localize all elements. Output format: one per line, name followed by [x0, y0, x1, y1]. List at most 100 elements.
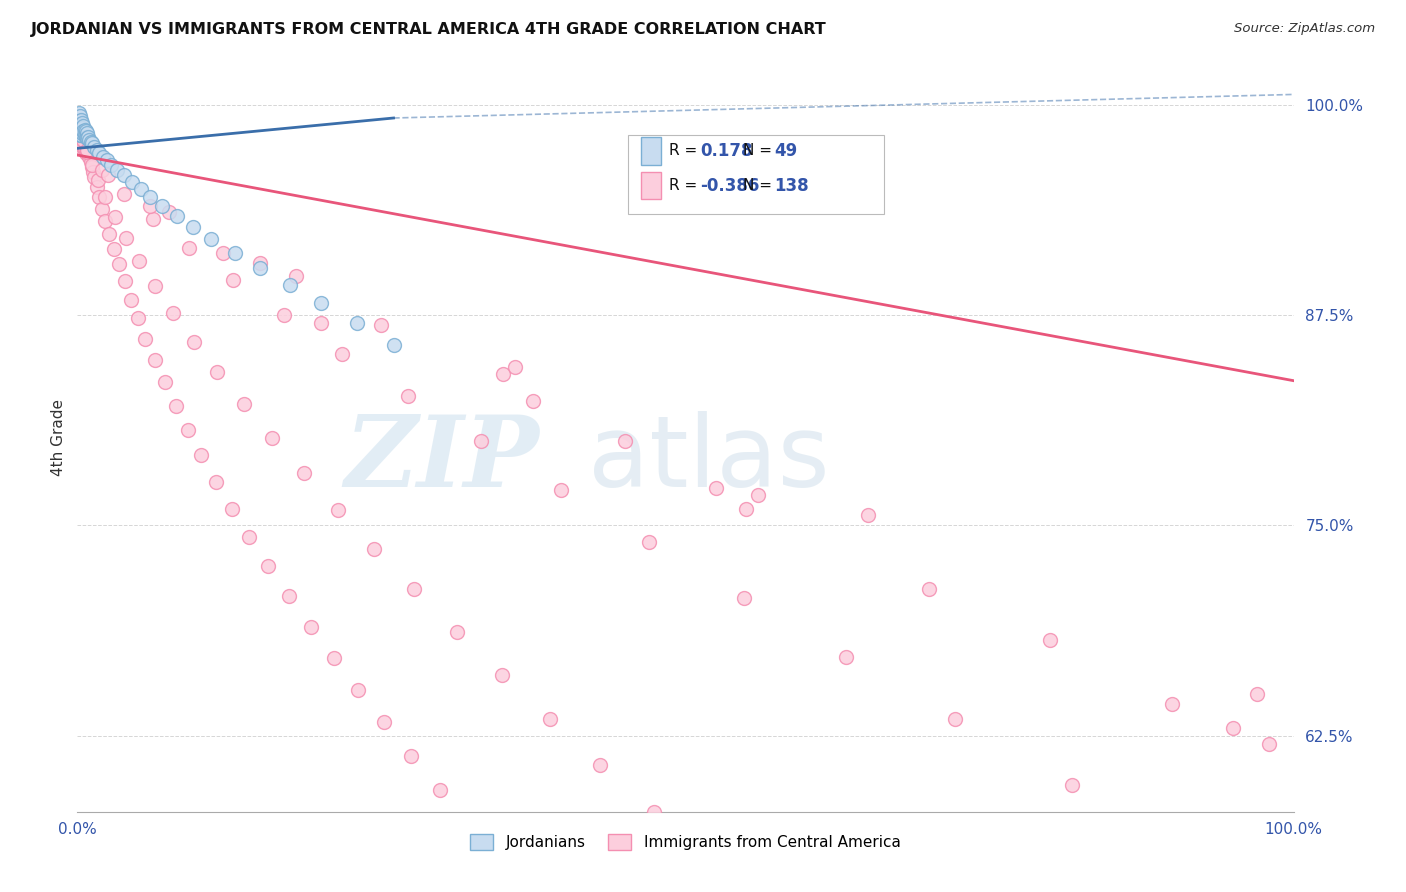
- Point: [76, 141, 98, 155]
- Point: [72, 120, 94, 134]
- Point: [346, 317, 368, 331]
- Point: [224, 245, 246, 260]
- Point: [80, 154, 103, 169]
- Point: [292, 467, 315, 481]
- Point: [613, 434, 636, 449]
- Point: [1222, 721, 1244, 735]
- Point: [70, 126, 93, 140]
- Point: [73, 143, 96, 157]
- Point: [127, 311, 149, 326]
- Text: atlas: atlas: [588, 411, 830, 508]
- Point: [72, 133, 94, 147]
- Point: [75, 146, 97, 161]
- Point: [233, 397, 256, 411]
- Point: [142, 212, 165, 227]
- Y-axis label: 4th Grade: 4th Grade: [51, 399, 66, 475]
- Point: [238, 530, 260, 544]
- Point: [257, 558, 280, 573]
- Point: [249, 256, 271, 270]
- Point: [97, 227, 120, 242]
- Text: ZIP: ZIP: [344, 411, 540, 508]
- Point: [112, 186, 135, 201]
- Point: [309, 317, 332, 331]
- Point: [212, 245, 235, 260]
- Point: [70, 116, 93, 130]
- Point: [67, 114, 90, 128]
- Point: [103, 243, 125, 257]
- Point: [299, 619, 322, 633]
- Point: [503, 360, 526, 375]
- Point: [94, 190, 117, 204]
- Point: [249, 260, 271, 275]
- Point: [76, 126, 98, 140]
- Point: [70, 112, 93, 127]
- Text: Source: ZipAtlas.com: Source: ZipAtlas.com: [1234, 22, 1375, 36]
- Point: [94, 213, 117, 227]
- Point: [70, 121, 93, 136]
- Point: [699, 854, 721, 868]
- Point: [323, 651, 346, 665]
- Point: [492, 854, 515, 868]
- Point: [73, 128, 96, 142]
- Point: [382, 338, 405, 352]
- Point: [80, 136, 103, 151]
- Point: [115, 230, 138, 244]
- Point: [589, 757, 612, 772]
- Point: [67, 118, 90, 132]
- Point: [107, 258, 129, 272]
- Text: -0.386: -0.386: [700, 177, 759, 194]
- Point: [80, 158, 103, 172]
- Point: [285, 269, 308, 284]
- Text: 0.178: 0.178: [700, 142, 752, 160]
- Point: [76, 131, 98, 145]
- Point: [183, 334, 205, 349]
- Point: [332, 347, 354, 361]
- Point: [67, 118, 90, 132]
- Point: [139, 190, 162, 204]
- Point: [96, 153, 118, 167]
- Point: [491, 668, 513, 682]
- Point: [166, 209, 188, 223]
- Point: [120, 293, 142, 307]
- Point: [69, 109, 91, 123]
- Point: [162, 306, 184, 320]
- Point: [69, 128, 91, 142]
- Point: [73, 135, 96, 149]
- Point: [72, 124, 94, 138]
- Point: [363, 542, 385, 557]
- Point: [458, 818, 481, 832]
- Point: [129, 182, 152, 196]
- Point: [177, 423, 200, 437]
- Point: [856, 508, 879, 523]
- Point: [70, 136, 93, 151]
- Point: [153, 376, 176, 390]
- Point: [69, 121, 91, 136]
- Point: [278, 277, 301, 292]
- Point: [735, 501, 758, 516]
- Text: JORDANIAN VS IMMIGRANTS FROM CENTRAL AMERICA 4TH GRADE CORRELATION CHART: JORDANIAN VS IMMIGRANTS FROM CENTRAL AME…: [31, 22, 827, 37]
- Point: [80, 135, 103, 149]
- Point: [205, 365, 228, 379]
- Text: R =: R =: [669, 144, 703, 158]
- Point: [69, 137, 91, 152]
- Point: [83, 169, 105, 184]
- Point: [114, 274, 136, 288]
- Point: [82, 165, 104, 179]
- Point: [470, 434, 492, 449]
- Point: [643, 805, 665, 819]
- Point: [70, 128, 93, 142]
- Point: [526, 888, 548, 892]
- Point: [1062, 778, 1084, 792]
- Point: [704, 482, 727, 496]
- Point: [1161, 697, 1184, 711]
- Point: [75, 129, 97, 144]
- Point: [77, 129, 100, 144]
- Point: [1246, 687, 1268, 701]
- Point: [79, 133, 101, 147]
- Point: [70, 133, 93, 147]
- Point: [91, 150, 114, 164]
- Point: [143, 279, 166, 293]
- Text: 49: 49: [773, 142, 797, 160]
- Point: [89, 146, 111, 161]
- Point: [200, 232, 222, 246]
